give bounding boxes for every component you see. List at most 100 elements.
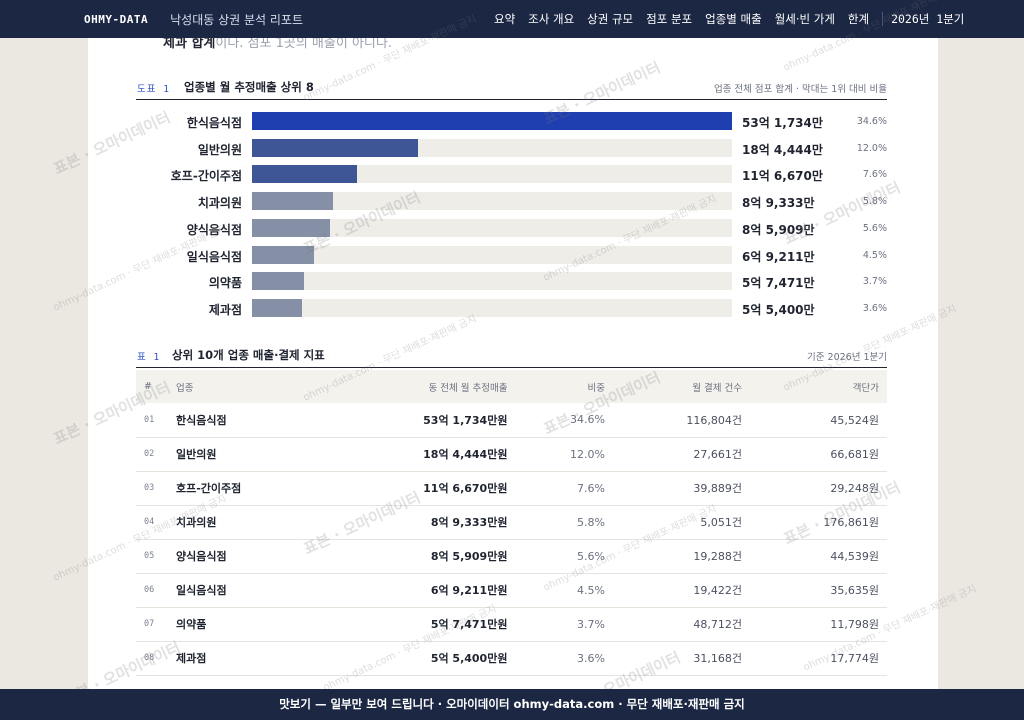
- bar-value-label: 11억 6,670만: [742, 169, 823, 183]
- cell-count: 116,804건: [612, 403, 750, 438]
- table-body: 01 한식음식점 53억 1,734만원 34.6% 116,804건 45,524원 02…: [136, 403, 887, 676]
- cell-count: 48,712건: [612, 607, 750, 642]
- top-navigation-bar: OHMY-DATA 낙성대동 상권 분석 리포트 요약 조사 개요 상권 규모 …: [0, 0, 1024, 38]
- cell-sales: 8억 5,909만원: [323, 539, 516, 574]
- table-tag: 표 1: [137, 352, 161, 363]
- bar-share-label: 3.6%: [862, 303, 887, 314]
- bar-track: [252, 219, 732, 237]
- nav-item-sales-by-industry[interactable]: 업종별 매출: [705, 12, 762, 26]
- cell-industry: 일식음식점: [168, 573, 324, 608]
- bar-value-label: 8억 5,909만: [742, 223, 815, 237]
- cell-count: 5,051건: [612, 505, 750, 540]
- nav-item-store-distribution[interactable]: 점포 분포: [646, 12, 693, 26]
- table-header: 표 1 상위 10개 업종 매출·결제 지표 기준 2026년 1분기: [136, 344, 887, 368]
- cell-rank: 07: [136, 607, 168, 642]
- bar-value-label: 5억 5,400만: [742, 303, 815, 317]
- cell-unit-price: 35,635원: [749, 573, 887, 608]
- cell-share: 3.7%: [515, 607, 613, 642]
- cell-sales: 8억 9,333만원: [323, 505, 516, 540]
- cell-industry: 한식음식점: [168, 403, 324, 438]
- bar-fill: [252, 139, 419, 157]
- column-header-industry: 업종: [168, 370, 324, 403]
- cell-unit-price: 17,774원: [749, 641, 887, 676]
- bar-category-label: 의약품: [208, 276, 242, 290]
- cell-sales: 18억 4,444만원: [323, 437, 516, 472]
- cell-industry: 제과점: [168, 641, 324, 676]
- bar-share-label: 3.7%: [862, 276, 887, 287]
- cell-rank: 04: [136, 505, 168, 540]
- bar-value-label: 5억 7,471만: [742, 276, 815, 290]
- nav-item-summary[interactable]: 요약: [494, 12, 516, 26]
- bar-track: [252, 139, 732, 157]
- cell-share: 5.8%: [515, 505, 613, 540]
- cell-rank: 03: [136, 471, 168, 506]
- bar-fill: [252, 272, 304, 290]
- cell-rank: 06: [136, 573, 168, 608]
- column-header-count: 월 결제 건수: [612, 370, 750, 403]
- cell-industry: 호프-간이주점: [168, 471, 324, 506]
- table-note: 기준 2026년 1분기: [807, 352, 887, 363]
- cell-sales: 5억 7,471만원: [323, 607, 516, 642]
- bar-track: [252, 165, 732, 183]
- bar-row: 의약품 5억 7,471만 3.7%: [136, 272, 887, 290]
- bar-track: [252, 299, 732, 317]
- cell-rank: 08: [136, 641, 168, 676]
- bar-track: [252, 272, 732, 290]
- figure-title: 업종별 월 추정매출 상위 8: [184, 80, 314, 94]
- table-row: 08 제과점 5억 5,400만원 3.6% 31,168건 17,774원: [136, 641, 887, 676]
- cell-unit-price: 11,798원: [749, 607, 887, 642]
- bar-value-label: 53억 1,734만: [742, 116, 823, 130]
- table-row: 01 한식음식점 53억 1,734만원 34.6% 116,804건 45,524원: [136, 403, 887, 438]
- cell-unit-price: 66,681원: [749, 437, 887, 472]
- cell-unit-price: 176,861원: [749, 505, 887, 540]
- table-row: 04 치과의원 8억 9,333만원 5.8% 5,051건 176,861원: [136, 505, 887, 540]
- bar-track: [252, 246, 732, 264]
- nav-item-survey-overview[interactable]: 조사 개요: [528, 12, 575, 26]
- bar-row: 호프-간이주점 11억 6,670만 7.6%: [136, 165, 887, 183]
- cell-industry: 치과의원: [168, 505, 324, 540]
- bar-category-label: 한식음식점: [186, 116, 242, 130]
- nav-item-rent-vacancy[interactable]: 월세·빈 가게: [774, 12, 835, 26]
- column-header-share: 비중: [515, 370, 613, 403]
- nav-item-limitations[interactable]: 한계: [847, 12, 870, 26]
- bar-value-label: 18억 4,444만: [742, 143, 823, 157]
- column-header-rank: #: [136, 370, 168, 403]
- bar-fill: [252, 246, 315, 264]
- bar-share-label: 12.0%: [856, 143, 887, 154]
- bar-row: 제과점 5억 5,400만 3.6%: [136, 299, 887, 317]
- cell-rank: 01: [136, 403, 168, 438]
- cell-unit-price: 45,524원: [749, 403, 887, 438]
- cell-industry: 양식음식점: [168, 539, 324, 574]
- cell-count: 31,168건: [612, 641, 750, 676]
- bar-fill: [252, 299, 302, 317]
- nav-item-market-size[interactable]: 상권 규모: [587, 12, 634, 26]
- report-subtitle: 낙성대동 상권 분석 리포트: [170, 12, 303, 27]
- bar-category-label: 양식음식점: [186, 223, 242, 237]
- bar-category-label: 일반의원: [197, 143, 242, 157]
- column-header-unit-price: 객단가: [749, 370, 887, 403]
- bar-share-label: 4.5%: [862, 250, 887, 261]
- table-row: 02 일반의원 18억 4,444만원 12.0% 27,661건 66,681원: [136, 437, 887, 472]
- table-row: 06 일식음식점 6억 9,211만원 4.5% 19,422건 35,635원: [136, 573, 887, 608]
- bar-category-label: 일식음식점: [186, 250, 242, 264]
- cell-share: 4.5%: [515, 573, 613, 608]
- bar-row: 양식음식점 8억 5,909만 5.6%: [136, 219, 887, 237]
- table-header-row: # 업종 동 전체 월 추정매출 비중 월 결제 건수 객단가: [136, 370, 887, 403]
- brand-logo[interactable]: OHMY-DATA: [84, 12, 149, 26]
- figure-header: 도표 1 업종별 월 추정매출 상위 8 업종 전체 점포 합계 · 막대는 1…: [136, 76, 887, 100]
- table-row: 05 양식음식점 8억 5,909만원 5.6% 19,288건 44,539원: [136, 539, 887, 574]
- report-page: 제과 합계이다. 점포 1곳의 매출이 아니다. 도표 1 업종별 월 추정매출…: [88, 38, 938, 690]
- table-row: 07 의약품 5억 7,471만원 3.7% 48,712건 11,798원: [136, 607, 887, 642]
- bar-fill: [252, 192, 333, 210]
- cell-sales: 11억 6,670만원: [323, 471, 516, 506]
- bar-fill: [252, 165, 358, 183]
- industry-metrics-table: # 업종 동 전체 월 추정매출 비중 월 결제 건수 객단가 01 한식음식점 5…: [136, 370, 887, 676]
- bar-value-label: 6억 9,211만: [742, 250, 815, 264]
- cell-industry: 일반의원: [168, 437, 324, 472]
- bar-row: 한식음식점 53억 1,734만 34.6%: [136, 112, 887, 130]
- cell-rank: 05: [136, 539, 168, 574]
- cell-industry: 의약품: [168, 607, 324, 642]
- figure-tag: 도표 1: [137, 84, 170, 95]
- cell-sales: 5억 5,400만원: [323, 641, 516, 676]
- bar-category-label: 호프-간이주점: [170, 169, 242, 183]
